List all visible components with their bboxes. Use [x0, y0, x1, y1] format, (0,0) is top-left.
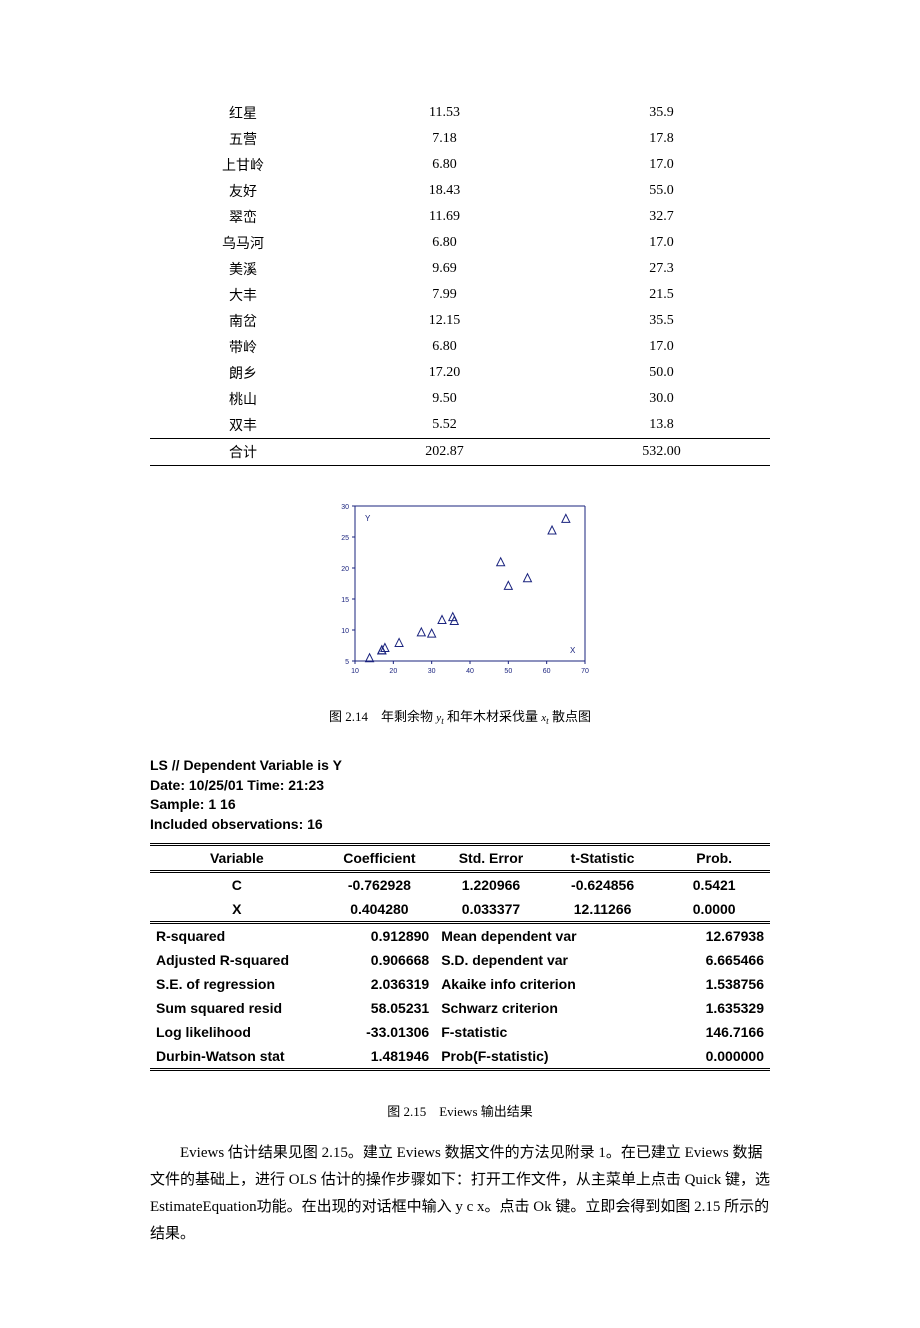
table-row: 五营7.1817.8: [150, 126, 770, 152]
eviews-header-row: Variable Coefficient Std. Error t-Statis…: [150, 844, 770, 871]
coef-row: X0.4042800.03337712.112660.0000: [150, 897, 770, 923]
svg-text:10: 10: [351, 668, 359, 675]
coef-row: C-0.7629281.220966-0.6248560.5421: [150, 871, 770, 897]
scatter-chart: 1020304050607051015202530YX: [150, 496, 770, 691]
stat-row: Durbin-Watson stat1.481946Prob(F-statist…: [150, 1044, 770, 1070]
table-row: 翠峦11.6932.7: [150, 204, 770, 230]
svg-text:5: 5: [345, 659, 349, 666]
svg-text:30: 30: [341, 504, 349, 511]
table-row: 乌马河6.8017.0: [150, 230, 770, 256]
table-sum-row: 合计202.87532.00: [150, 439, 770, 466]
data-table: 红星11.5335.9五营7.1817.8上甘岭6.8017.0友好18.435…: [150, 100, 770, 466]
svg-text:30: 30: [428, 668, 436, 675]
svg-text:20: 20: [389, 668, 397, 675]
svg-text:10: 10: [341, 628, 349, 635]
stat-row: Sum squared resid58.05231Schwarz criteri…: [150, 996, 770, 1020]
eviews-sample-line: Sample: 1 16: [150, 795, 770, 815]
table-row: 双丰5.5213.8: [150, 412, 770, 439]
figure-2-15-caption: 图 2.15 Eviews 输出结果: [150, 1101, 770, 1120]
stat-row: S.E. of regression2.036319Akaike info cr…: [150, 972, 770, 996]
body-paragraph: Eviews 估计结果见图 2.15。建立 Eviews 数据文件的方法见附录 …: [150, 1140, 770, 1248]
eviews-output: LS // Dependent Variable is Y Date: 10/2…: [150, 756, 770, 1119]
svg-text:X: X: [570, 646, 576, 655]
eviews-header: LS // Dependent Variable is Y Date: 10/2…: [150, 756, 770, 834]
table-row: 南岔12.1535.5: [150, 308, 770, 334]
svg-text:70: 70: [581, 668, 589, 675]
svg-text:Y: Y: [365, 514, 371, 523]
stat-row: Adjusted R-squared0.906668S.D. dependent…: [150, 948, 770, 972]
table-row: 上甘岭6.8017.0: [150, 152, 770, 178]
stat-row: R-squared0.912890Mean dependent var12.67…: [150, 922, 770, 948]
svg-text:25: 25: [341, 535, 349, 542]
table-row: 红星11.5335.9: [150, 100, 770, 126]
table-row: 友好18.4355.0: [150, 178, 770, 204]
svg-text:20: 20: [341, 566, 349, 573]
table-row: 桃山9.5030.0: [150, 386, 770, 412]
svg-text:40: 40: [466, 668, 474, 675]
table-row: 大丰7.9921.5: [150, 282, 770, 308]
svg-text:50: 50: [504, 668, 512, 675]
eviews-title-line: LS // Dependent Variable is Y: [150, 756, 770, 776]
figure-2-14-caption: 图 2.14 年剩余物 yt 和年木材采伐量 xt 散点图: [150, 706, 770, 726]
stat-row: Log likelihood-33.01306F-statistic146.71…: [150, 1020, 770, 1044]
eviews-date-line: Date: 10/25/01 Time: 21:23: [150, 776, 770, 796]
table-row: 朗乡17.2050.0: [150, 360, 770, 386]
svg-text:60: 60: [543, 668, 551, 675]
table-row: 带岭6.8017.0: [150, 334, 770, 360]
svg-text:15: 15: [341, 597, 349, 604]
table-row: 美溪9.6927.3: [150, 256, 770, 282]
eviews-obs-line: Included observations: 16: [150, 815, 770, 835]
eviews-table: Variable Coefficient Std. Error t-Statis…: [150, 843, 770, 1071]
